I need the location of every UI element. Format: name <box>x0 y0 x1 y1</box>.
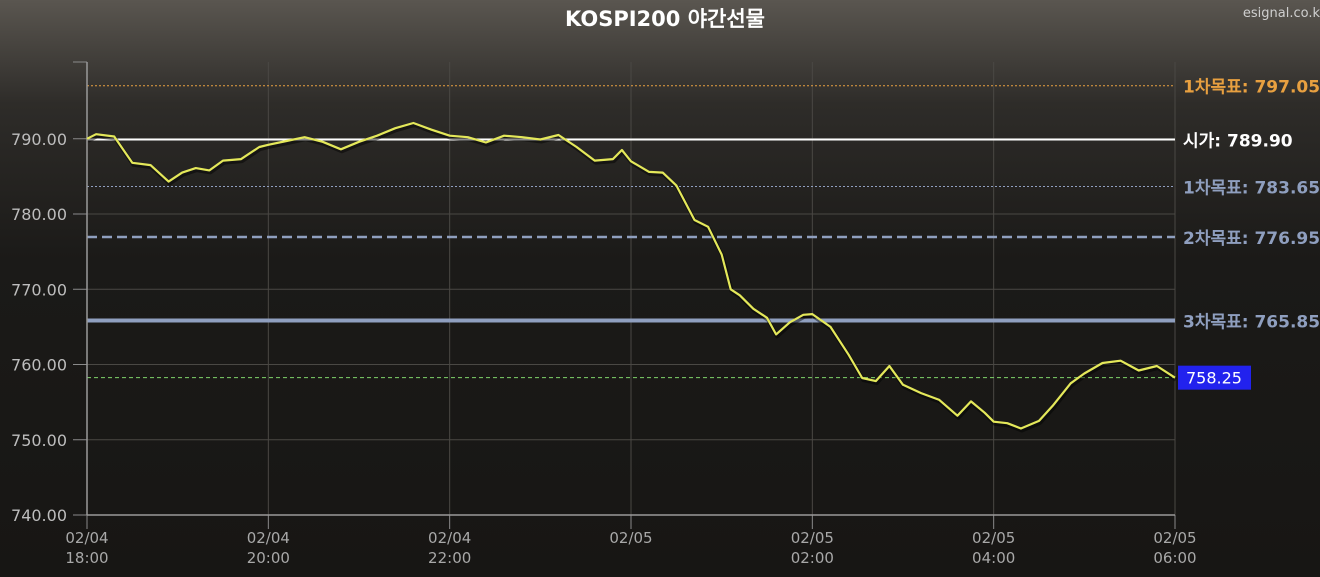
x-tick-label-date: 02/04 <box>65 529 108 547</box>
chart-title: KOSPI200 야간선물 <box>565 7 765 31</box>
y-tick-label: 770.00 <box>11 280 67 299</box>
reference-label: 1차목표: 783.65 <box>1183 179 1320 199</box>
x-tick-label-time: 20:00 <box>247 549 290 567</box>
reference-label: 2차목표: 776.95 <box>1183 229 1320 249</box>
x-tick-label-date: 02/05 <box>609 529 652 547</box>
reference-label: 1차목표: 797.05 <box>1183 78 1320 98</box>
series-line <box>86 121 1176 430</box>
x-tick-label-date: 02/05 <box>791 529 834 547</box>
x-tick-label-time: 02:00 <box>791 549 834 567</box>
reference-lines <box>87 85 1175 379</box>
x-tick-label-date: 02/05 <box>972 529 1015 547</box>
y-tick-label: 790.00 <box>11 130 67 149</box>
y-tick-label: 740.00 <box>11 506 67 525</box>
gridlines <box>86 62 1176 516</box>
x-tick-label-time: 18:00 <box>65 549 108 567</box>
x-tick-label-date: 02/05 <box>1153 529 1196 547</box>
x-tick-label-date: 02/04 <box>428 529 471 547</box>
y-tick-label: 780.00 <box>11 205 67 224</box>
reference-label: 시가: 789.90 <box>1183 132 1293 152</box>
y-tick-label: 750.00 <box>11 431 67 450</box>
axes: 740.00 750.00 760.00 770.00 780.00 790.00 02/0… <box>11 61 1197 567</box>
x-tick-label-date: 02/04 <box>247 529 290 547</box>
last-value-badge <box>1178 365 1251 390</box>
series <box>86 121 1178 433</box>
x-tick-label-time: 22:00 <box>428 549 471 567</box>
source-label: esignal.co.k <box>1243 6 1320 21</box>
x-tick-label-time: 04:00 <box>972 549 1015 567</box>
series-line-shadow <box>87 123 1178 433</box>
y-tick-label: 760.00 <box>11 356 67 375</box>
reference-label: 3차목표: 765.85 <box>1183 312 1320 332</box>
last-value-label: 758.25 <box>1186 369 1242 388</box>
reference-labels: 1차목표: 797.05 시가: 789.90 1차목표: 783.65 2차목표: … <box>1178 78 1320 390</box>
x-tick-label-time: 06:00 <box>1153 549 1196 567</box>
